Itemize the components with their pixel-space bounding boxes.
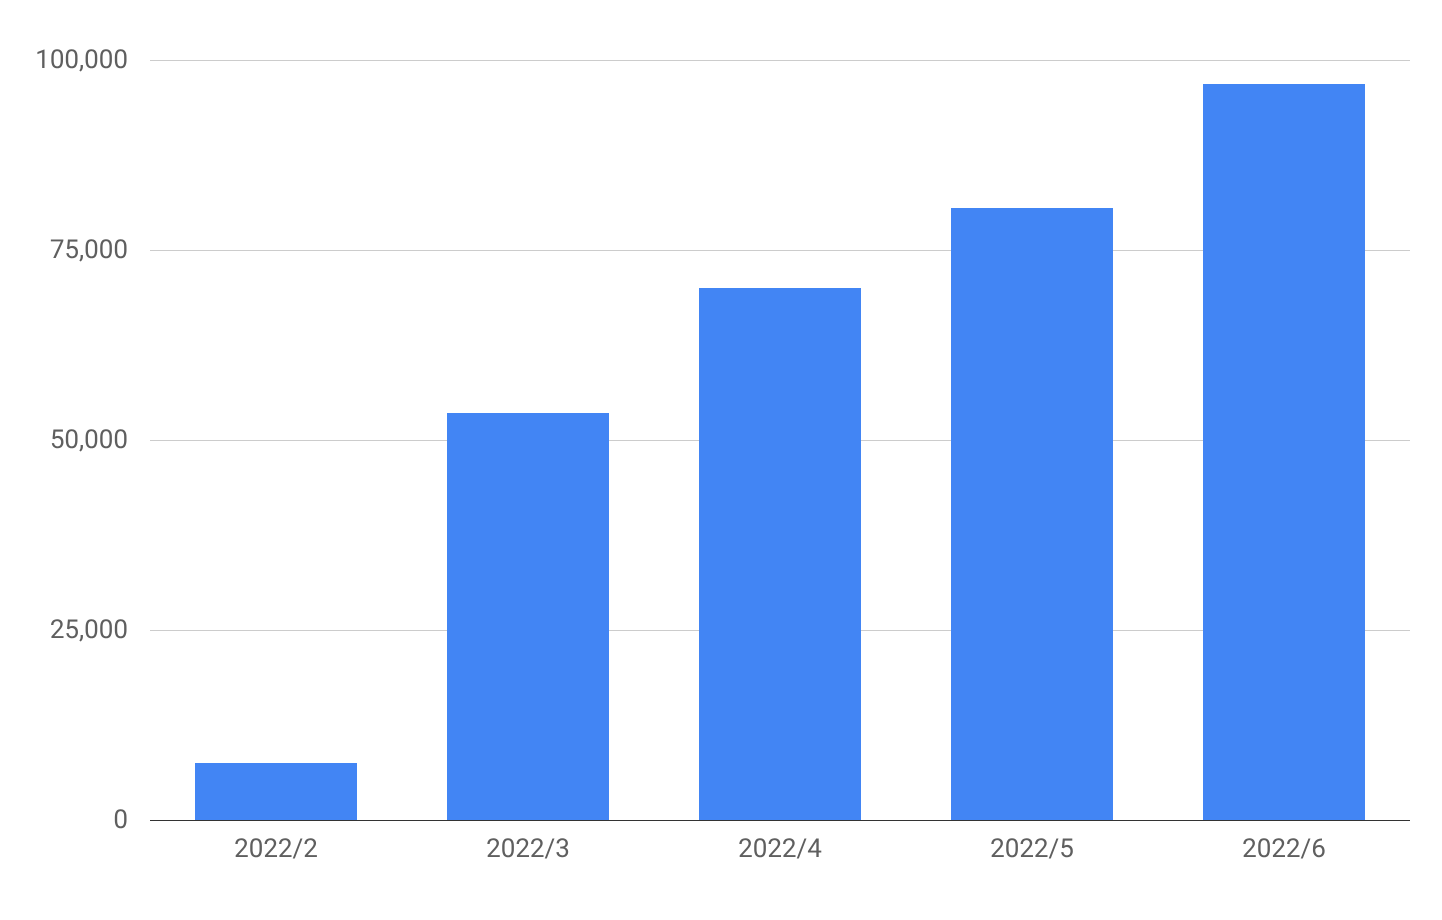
y-tick-label: 0 (113, 805, 128, 835)
bar-slot (402, 60, 654, 820)
bar (699, 288, 860, 820)
bar (951, 208, 1112, 820)
y-tick-label: 25,000 (50, 615, 128, 645)
plot-area (150, 60, 1410, 820)
x-tick-label: 2022/3 (402, 826, 654, 864)
bar-chart: 100,000 75,000 50,000 25,000 0 2022/2 20… (0, 0, 1442, 920)
x-tick-label: 2022/6 (1158, 826, 1410, 864)
bar-slot (1158, 60, 1410, 820)
x-tick-label: 2022/4 (654, 826, 906, 864)
x-tick-label: 2022/5 (906, 826, 1158, 864)
x-axis: 2022/2 2022/3 2022/4 2022/5 2022/6 (150, 826, 1410, 864)
bar (447, 413, 608, 820)
bar-slot (150, 60, 402, 820)
y-tick-label: 75,000 (50, 235, 128, 265)
bar-slot (906, 60, 1158, 820)
x-tick-label: 2022/2 (150, 826, 402, 864)
bar (1203, 84, 1364, 820)
bars-group (150, 60, 1410, 820)
bar (195, 763, 356, 820)
bar-slot (654, 60, 906, 820)
y-tick-label: 50,000 (50, 425, 128, 455)
y-tick-label: 100,000 (35, 45, 128, 75)
baseline (150, 820, 1410, 821)
